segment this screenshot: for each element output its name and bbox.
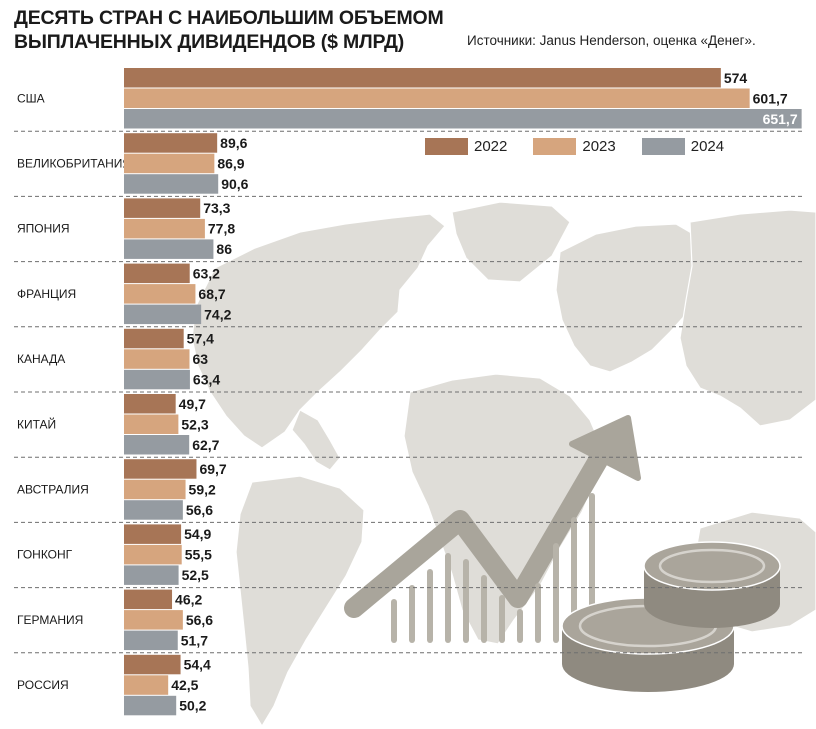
bar-2022-cat-5 [124, 394, 176, 414]
value-label-2022-cat-1: 89,6 [220, 135, 247, 151]
value-label-2024-cat-9: 50,2 [179, 698, 206, 714]
value-label-2023-cat-2: 77,8 [208, 221, 235, 237]
bar-2022-cat-9 [124, 654, 181, 675]
bar-2024-cat-2 [124, 239, 214, 259]
bar-2024-cat-7 [124, 565, 179, 585]
value-label-2024-cat-6: 56,6 [186, 502, 213, 518]
value-label-2023-cat-5: 52,3 [181, 416, 208, 432]
bar-2022-cat-2 [124, 198, 201, 218]
category-label-cat-3: ФРАНЦИЯ [17, 287, 76, 301]
value-label-2024-cat-5: 62,7 [192, 437, 219, 453]
bar-2024-cat-8 [124, 630, 178, 651]
category-label-cat-9: РОССИЯ [17, 678, 69, 692]
bar-2024-cat-9 [124, 695, 177, 716]
chart-title-line-2: ВЫПЛАЧЕННЫХ ДИВИДЕНДОВ ($ МЛРД) [14, 31, 405, 53]
bar-2022-cat-3 [124, 263, 190, 284]
legend-swatch-2024 [641, 138, 685, 155]
value-label-2022-cat-9: 54,4 [184, 657, 211, 673]
value-label-2022-cat-5: 49,7 [179, 396, 206, 412]
bar-2024-cat-5 [124, 435, 190, 455]
value-label-2023-cat-0: 601,7 [753, 90, 788, 106]
value-label-2024-cat-7: 52,5 [182, 567, 209, 583]
value-label-2022-cat-4: 57,4 [187, 331, 214, 347]
value-label-2024-cat-0: 651,7 [763, 111, 798, 127]
legend-item-2024: 2024 [641, 138, 725, 155]
category-label-cat-6: АВСТРАЛИЯ [17, 482, 89, 496]
category-label-cat-7: ГОНКОНГ [17, 548, 73, 562]
category-label-cat-8: ГЕРМАНИЯ [17, 613, 83, 627]
category-label-cat-2: ЯПОНИЯ [17, 222, 70, 236]
value-label-2023-cat-8: 56,6 [186, 612, 213, 628]
bar-2022-cat-4 [124, 328, 184, 349]
bar-2023-cat-4 [124, 349, 190, 369]
category-label-cat-4: КАНАДА [17, 352, 65, 366]
bar-2022-cat-1 [124, 133, 218, 153]
bar-2024-cat-0 [124, 109, 802, 129]
value-label-2024-cat-1: 90,6 [221, 176, 248, 192]
bar-2024-cat-1 [124, 174, 219, 194]
legend-label-2024: 2024 [690, 138, 725, 155]
bar-2023-cat-8 [124, 610, 183, 630]
value-label-2024-cat-4: 63,4 [193, 372, 220, 388]
bar-2024-cat-3 [124, 304, 202, 325]
bar-2023-cat-1 [124, 153, 215, 174]
value-label-2022-cat-8: 46,2 [175, 591, 202, 607]
bar-2022-cat-0 [124, 68, 721, 88]
value-label-2024-cat-3: 74,2 [204, 306, 231, 322]
category-label-cat-5: КИТАЙ [17, 416, 56, 431]
value-label-2023-cat-7: 55,5 [185, 547, 212, 563]
bar-2022-cat-7 [124, 524, 182, 544]
value-label-2022-cat-3: 63,2 [193, 265, 220, 281]
legend-label-2023: 2023 [582, 138, 616, 155]
category-label-cat-1: ВЕЛИКОБРИТАНИЯ [17, 156, 131, 170]
value-label-2022-cat-7: 54,9 [184, 526, 211, 542]
chart-title-line-1: ДЕСЯТЬ СТРАН С НАИБОЛЬШИМ ОБЪЕМОМ [14, 7, 444, 29]
value-label-2023-cat-1: 86,9 [217, 155, 244, 171]
value-label-2022-cat-6: 69,7 [199, 461, 226, 477]
chart-title: ДЕСЯТЬ СТРАН С НАИБОЛЬШИМ ОБЪЕМОМ ВЫПЛАЧ… [14, 6, 444, 54]
bar-2023-cat-5 [124, 414, 179, 434]
legend-swatch-2022 [425, 138, 468, 155]
value-label-2022-cat-2: 73,3 [203, 200, 230, 216]
value-label-2023-cat-9: 42,5 [171, 677, 198, 693]
value-label-2023-cat-3: 68,7 [198, 286, 225, 302]
legend: 2022 2023 2024 [425, 138, 724, 155]
value-label-2023-cat-6: 59,2 [189, 481, 216, 497]
bar-2024-cat-6 [124, 500, 183, 520]
bar-2023-cat-9 [124, 675, 169, 695]
legend-item-2022: 2022 [425, 138, 507, 155]
bar-2023-cat-7 [124, 544, 182, 565]
bar-2022-cat-8 [124, 589, 173, 610]
category-label-cat-0: США [17, 91, 45, 105]
source-note: Источники: Janus Henderson, оценка «Дене… [467, 33, 756, 48]
bar-2023-cat-2 [124, 218, 205, 239]
bar-2023-cat-6 [124, 479, 186, 500]
value-label-2022-cat-0: 574 [724, 70, 748, 86]
legend-label-2022: 2022 [474, 138, 508, 155]
value-label-2024-cat-2: 86 [216, 241, 232, 257]
legend-swatch-2023 [533, 138, 577, 155]
legend-item-2023: 2023 [533, 138, 616, 155]
bar-2023-cat-3 [124, 284, 196, 304]
bar-2024-cat-4 [124, 369, 190, 390]
value-label-2024-cat-8: 51,7 [181, 632, 208, 648]
bar-2023-cat-0 [124, 88, 750, 108]
bar-2022-cat-6 [124, 459, 197, 479]
coins-icon [561, 541, 781, 692]
value-label-2023-cat-4: 63 [193, 351, 209, 367]
